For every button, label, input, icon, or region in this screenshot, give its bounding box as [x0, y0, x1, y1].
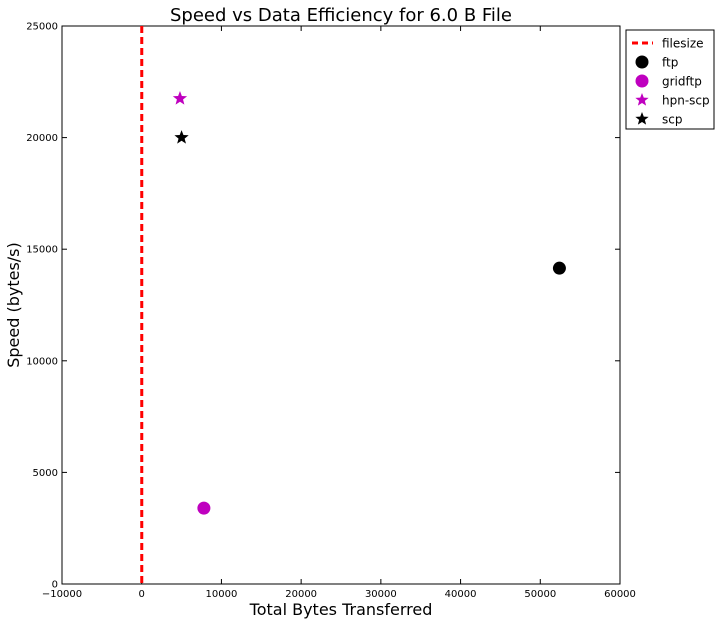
legend-label: filesize	[662, 37, 704, 51]
x-tick-label: 60000	[604, 589, 636, 600]
legend-swatch-ftp	[635, 55, 649, 69]
y-tick-label: 10000	[26, 356, 58, 367]
y-tick-label: 5000	[33, 468, 58, 479]
x-axis-ticks: −10000 0 10000 20000 30000 40000 50000 60000	[42, 26, 636, 600]
y-tick-label: 15000	[26, 245, 58, 256]
x-tick-label: −10000	[42, 589, 82, 600]
legend-label: gridftp	[662, 75, 702, 89]
ftp-point	[552, 261, 566, 275]
data-points	[172, 91, 566, 515]
legend: filesize ftp gridftp hpn-scp scp	[625, 29, 715, 130]
x-tick-label: 0	[139, 589, 145, 600]
chart-title: Speed vs Data Efficiency for 6.0 B File	[170, 5, 512, 26]
x-tick-label: 40000	[445, 589, 477, 600]
plot-area	[61, 25, 621, 585]
gridftp-point	[197, 501, 211, 515]
y-axis-label: Speed (bytes/s)	[4, 242, 23, 368]
y-tick-label: 20000	[26, 133, 58, 144]
x-tick-label: 50000	[524, 589, 556, 600]
legend-swatch-gridftp	[635, 74, 649, 88]
x-tick-label: 10000	[206, 589, 238, 600]
legend-swatch-scp	[635, 112, 649, 125]
y-tick-label: 0	[52, 580, 58, 591]
legend-label: hpn-scp	[662, 94, 710, 108]
legend-label: scp	[662, 113, 682, 127]
scp-point	[174, 130, 189, 144]
y-tick-label: 25000	[26, 22, 58, 33]
y-axis-ticks: 0 5000 10000 15000 20000 25000	[26, 22, 620, 591]
legend-swatch-hpn-scp	[635, 93, 649, 106]
hpn-scp-point	[172, 91, 188, 105]
x-axis-label: Total Bytes Transferred	[249, 600, 433, 619]
x-tick-label: 20000	[285, 589, 317, 600]
legend-label: ftp	[662, 56, 678, 70]
x-tick-label: 30000	[365, 589, 397, 600]
